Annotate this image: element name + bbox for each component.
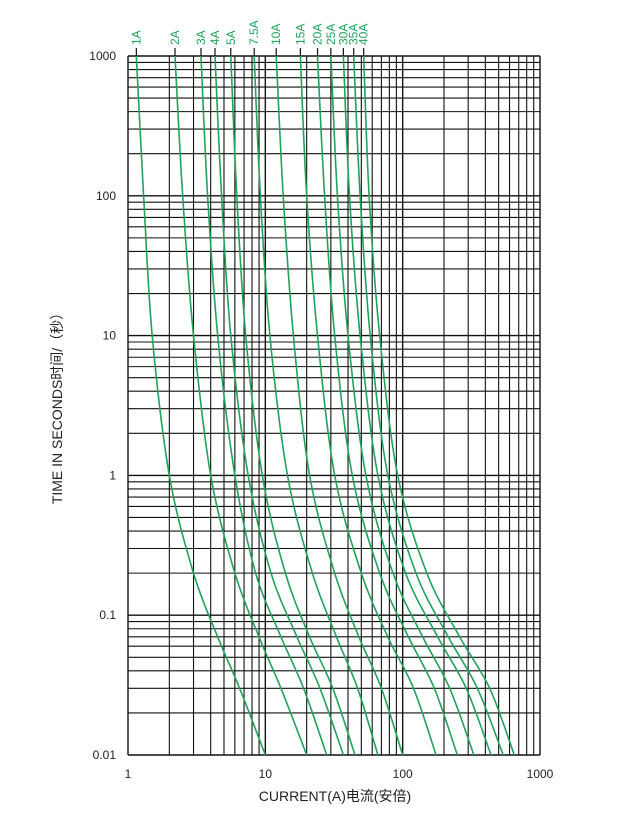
series-label: 7.5A bbox=[247, 20, 261, 45]
y-tick-label: 1000 bbox=[89, 49, 116, 63]
series-layer bbox=[135, 55, 516, 756]
series-label: 1A bbox=[129, 30, 143, 45]
series-line bbox=[316, 55, 459, 756]
series-label: 25A bbox=[324, 24, 338, 45]
series-line bbox=[275, 55, 404, 756]
y-tick-label: 0.01 bbox=[93, 748, 117, 762]
y-tick-label: 100 bbox=[96, 189, 116, 203]
series-label: 20A bbox=[311, 24, 325, 45]
y-axis-label: TIME IN SECONDS时间/（秒） bbox=[49, 306, 65, 504]
series-line bbox=[352, 55, 504, 756]
y-tick-labels: 0.01 0.1 1 10 100 1000 bbox=[89, 49, 116, 762]
x-tick-label: 1000 bbox=[527, 767, 554, 781]
series-label: 4A bbox=[208, 30, 222, 45]
series-label: 2A bbox=[168, 30, 182, 45]
series-label: 40A bbox=[357, 24, 371, 45]
grid-major bbox=[127, 55, 541, 756]
series-label: 30A bbox=[336, 24, 350, 45]
series-label: 15A bbox=[293, 24, 307, 45]
series-label: 35A bbox=[347, 24, 361, 45]
x-tick-label: 10 bbox=[259, 767, 273, 781]
x-tick-label: 100 bbox=[393, 767, 413, 781]
x-tick-label: 1 bbox=[125, 767, 132, 781]
y-tick-label: 1 bbox=[109, 468, 116, 482]
series-line bbox=[342, 55, 492, 756]
series-line bbox=[135, 55, 267, 756]
series-line bbox=[230, 55, 356, 756]
series-line bbox=[362, 55, 516, 756]
x-axis-label: CURRENT(A)电流(安倍) bbox=[259, 788, 411, 804]
series-label: 3A bbox=[194, 30, 208, 45]
y-tick-label: 10 bbox=[103, 329, 117, 343]
x-tick-labels: 1 10 100 1000 bbox=[125, 767, 554, 781]
series-line bbox=[214, 55, 345, 756]
series-line bbox=[253, 55, 379, 756]
series-line bbox=[200, 55, 328, 756]
grid-minor bbox=[128, 56, 540, 755]
series-line bbox=[299, 55, 437, 756]
series-line bbox=[174, 55, 308, 756]
series-label: 10A bbox=[269, 24, 283, 45]
y-tick-label: 0.1 bbox=[99, 608, 116, 622]
series-line bbox=[330, 55, 475, 756]
series-label: 5A bbox=[224, 30, 238, 45]
